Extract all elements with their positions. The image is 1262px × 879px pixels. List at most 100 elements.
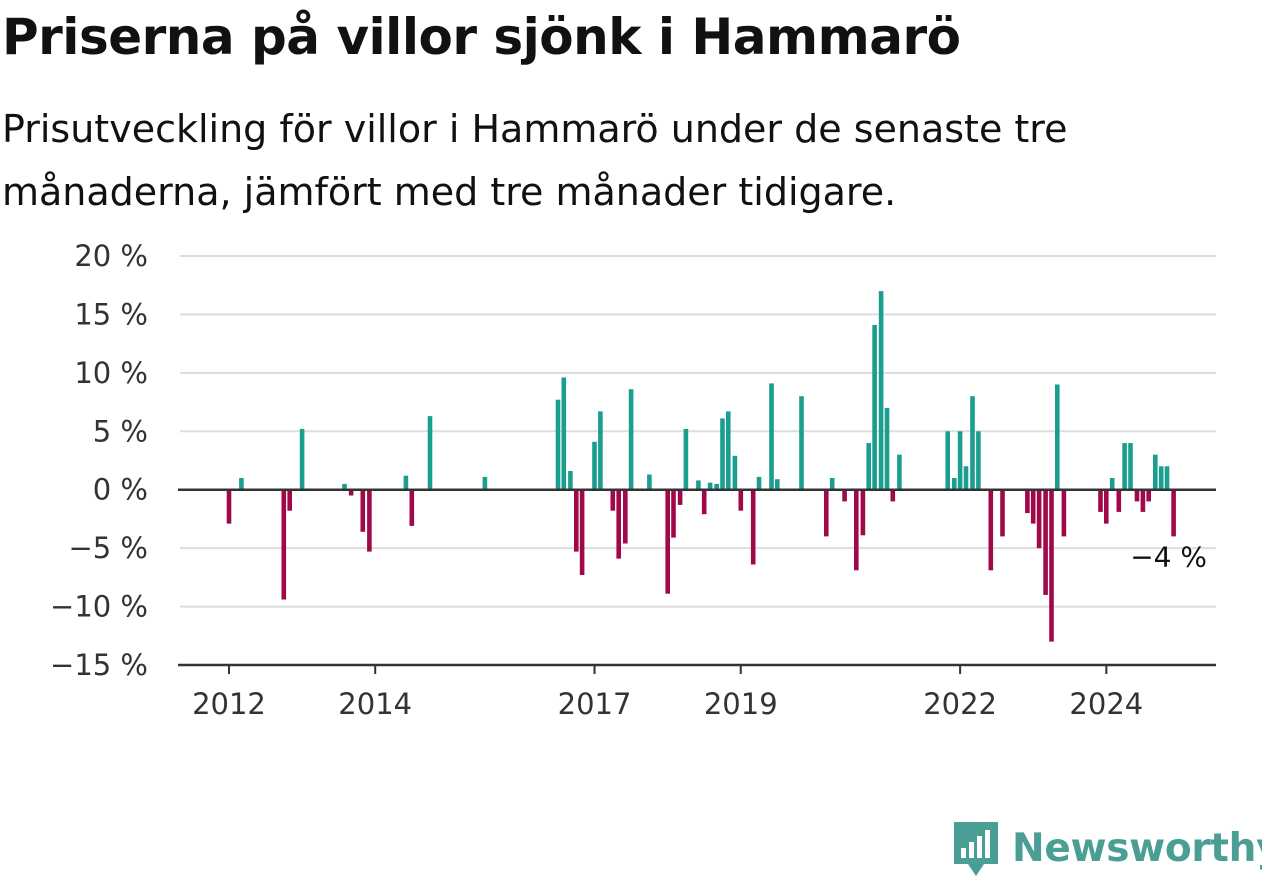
bar: [281, 489, 287, 600]
brand-name: Newsworthy: [1012, 825, 1262, 871]
bar: [1122, 443, 1127, 490]
bar: [482, 476, 488, 490]
x-tick-label: 2012: [192, 687, 266, 721]
bar: [1104, 489, 1109, 524]
bar: [574, 489, 579, 552]
bar: [427, 416, 433, 490]
bar: [592, 441, 597, 490]
bar: [707, 482, 713, 490]
y-tick-label: −15 %: [50, 648, 148, 682]
bar: [1000, 489, 1005, 537]
bar: [367, 489, 372, 552]
bar: [1036, 489, 1042, 549]
bar: [1025, 489, 1030, 514]
bar: [1158, 466, 1164, 490]
bar: [1043, 489, 1048, 595]
bar: [623, 489, 628, 544]
bar: [701, 489, 707, 515]
x-axis-tick-labels: 2012 2014 2017 2019 2022 2024: [192, 687, 1143, 721]
bar: [799, 396, 804, 490]
bar: [628, 389, 634, 490]
bar: [1049, 489, 1054, 642]
bar: [945, 431, 950, 490]
bar: [872, 324, 877, 490]
bar: [1098, 489, 1103, 512]
bars: [226, 291, 1176, 642]
y-tick-label: −5 %: [68, 531, 148, 565]
bar: [842, 489, 847, 502]
bar: [775, 479, 780, 490]
bar: [750, 489, 756, 565]
bar: [696, 480, 701, 490]
bar: [952, 478, 957, 490]
bar: [1134, 489, 1140, 502]
bar: [555, 399, 561, 490]
x-tick-label: 2022: [923, 687, 997, 721]
bar: [1116, 489, 1122, 512]
bar: [769, 383, 774, 490]
bar: [579, 489, 585, 575]
bar: [970, 396, 975, 490]
y-tick-label: 20 %: [74, 239, 148, 273]
x-tick-label: 2024: [1069, 687, 1143, 721]
bar: [561, 377, 567, 490]
bar: [647, 474, 652, 490]
bar: [976, 431, 981, 490]
bar: [610, 489, 616, 511]
bar: [671, 489, 676, 538]
bar: [726, 411, 731, 490]
y-tick-label: 10 %: [74, 356, 148, 390]
bar: [360, 489, 366, 532]
axes: [178, 488, 1216, 674]
bar: [348, 489, 354, 496]
bar: [665, 489, 670, 594]
newsworthy-logo-icon: [954, 822, 998, 876]
bar: [1146, 489, 1151, 502]
bar: [860, 489, 866, 536]
bar: [287, 489, 292, 511]
annotations: −4 %: [1130, 540, 1207, 573]
bar: [756, 476, 762, 490]
x-tick-label: 2014: [338, 687, 412, 721]
bar: [342, 483, 347, 490]
bar-chart: −15 %−10 %−5 %0 %5 %10 %15 %20 % 2012 201…: [50, 239, 1216, 721]
y-tick-label: −10 %: [50, 590, 148, 624]
bar: [226, 489, 232, 524]
brand-logo: Newsworthy: [950, 818, 1262, 878]
y-axis-tick-labels: −15 % −10 % −5 % 0 % 5 % 10 % 15 % 20 %: [50, 239, 148, 682]
bar: [1164, 466, 1170, 490]
bar: [829, 478, 835, 490]
bar: [1171, 489, 1176, 537]
gridlines: [180, 255, 1216, 608]
bar: [878, 291, 884, 490]
bar: [1030, 489, 1036, 524]
bar: [403, 475, 409, 490]
bar: [616, 489, 621, 559]
bar: [1140, 489, 1146, 512]
bar: [714, 483, 719, 490]
bar: [683, 428, 689, 490]
bar: [1061, 489, 1067, 537]
bar: [409, 489, 415, 526]
x-tick-label: 2017: [558, 687, 632, 721]
bar: [720, 418, 725, 490]
bar: [963, 466, 969, 490]
bar: [732, 455, 738, 490]
bar: [568, 471, 573, 490]
bar: [988, 489, 994, 571]
bar: [299, 428, 305, 490]
latest-value-label: −4 %: [1130, 540, 1207, 573]
y-tick-label: 0 %: [93, 473, 148, 507]
bar: [824, 489, 829, 537]
bar: [957, 431, 963, 490]
bar: [1055, 384, 1060, 490]
bar: [239, 478, 244, 490]
chart-title: Priserna på villor sjönk i Hammarö: [2, 8, 961, 66]
y-tick-label: 15 %: [74, 297, 148, 331]
x-tick-label: 2019: [704, 687, 778, 721]
bar: [866, 443, 871, 490]
bar: [884, 407, 890, 490]
chart-subtitle: Prisutveckling för villor i Hammarö unde…: [2, 107, 1068, 214]
bar: [1128, 443, 1133, 490]
bar: [854, 489, 859, 571]
